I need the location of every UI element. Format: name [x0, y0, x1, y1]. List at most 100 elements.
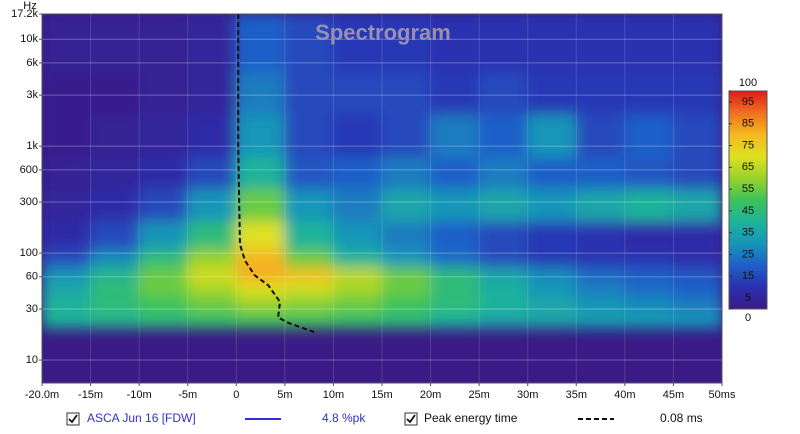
- heat-cell: [138, 295, 189, 313]
- heat-cell: [381, 14, 432, 72]
- heat-cell: [187, 188, 237, 222]
- heat-cell: [235, 156, 286, 190]
- colorbar-label: 100: [739, 77, 757, 89]
- heat-cell: [672, 295, 722, 313]
- heat-cell: [527, 220, 577, 250]
- chart-title: Spectrogram: [315, 20, 451, 45]
- heat-cell: [575, 14, 626, 72]
- heat-cell: [90, 113, 140, 158]
- heat-cell: [430, 280, 480, 297]
- heat-cell: [90, 265, 140, 282]
- heat-cell: [332, 70, 383, 115]
- heat-cell: [332, 280, 383, 297]
- heat-cell: [235, 220, 286, 250]
- legend-value: 0.08 ms: [660, 411, 703, 425]
- heat-cell: [575, 311, 626, 329]
- heat-cell: [42, 295, 92, 313]
- y-tick-label: 10: [26, 354, 38, 366]
- heat-cell: [381, 248, 432, 267]
- y-tick-label: 6k: [26, 57, 38, 69]
- legend-check: [406, 414, 416, 424]
- heat-cell: [332, 248, 383, 267]
- colorbar-label: 5: [745, 292, 751, 304]
- heat-cell: [527, 280, 577, 297]
- heat-cell: [235, 280, 286, 297]
- heat-cell: [575, 70, 626, 115]
- heat-cell: [672, 280, 722, 297]
- legend-checkbox[interactable]: [66, 412, 80, 426]
- heat-cell: [90, 311, 140, 329]
- heat-cell: [624, 265, 674, 282]
- heat-cell: [527, 113, 577, 158]
- heat-cell: [284, 311, 334, 329]
- heat-cell: [42, 70, 92, 115]
- heat-cell: [90, 14, 140, 72]
- heat-cell: [478, 188, 529, 222]
- colorbar-label: 45: [742, 205, 754, 217]
- legend-value: 4.8 %pk: [322, 411, 366, 425]
- heat-cell: [381, 280, 432, 297]
- heat-cell: [381, 70, 432, 115]
- heat-cell: [284, 156, 334, 190]
- heat-cell: [381, 220, 432, 250]
- heat-cell: [235, 248, 286, 267]
- heat-cell: [575, 220, 626, 250]
- heat-cell: [430, 220, 480, 250]
- heat-cell: [672, 220, 722, 250]
- heat-cell: [527, 248, 577, 267]
- x-tick-label: 5m: [277, 389, 292, 401]
- x-tick-label: -5m: [178, 389, 197, 401]
- heat-cell: [430, 248, 480, 267]
- heat-cell: [624, 14, 674, 72]
- y-tick-label: 60: [26, 271, 38, 283]
- heat-cell: [624, 295, 674, 313]
- heat-cell: [187, 14, 237, 72]
- colorbar-label: 75: [742, 139, 754, 151]
- heat-cell: [381, 188, 432, 222]
- heat-cell: [672, 113, 722, 158]
- heat-cell: [430, 188, 480, 222]
- heat-cell: [90, 220, 140, 250]
- heat-cell: [430, 70, 480, 115]
- heat-cell: [575, 265, 626, 282]
- heat-cell: [624, 113, 674, 158]
- heat-cell: [672, 311, 722, 329]
- heat-cell: [42, 113, 92, 158]
- heat-cell: [575, 188, 626, 222]
- heat-cell: [381, 295, 432, 313]
- heat-cell: [478, 248, 529, 267]
- legend: ASCA Jun 16 [FDW] 4.8 %pk Peak energy time…: [66, 411, 703, 426]
- heat-cell: [284, 295, 334, 313]
- heat-cell: [187, 280, 237, 297]
- heat-cell: [478, 113, 529, 158]
- legend-checkbox[interactable]: [404, 412, 418, 426]
- heat-cell: [90, 70, 140, 115]
- heat-cell: [430, 113, 480, 158]
- heat-cell: [430, 14, 480, 72]
- heat-cell: [527, 14, 577, 72]
- heat-cell: [90, 248, 140, 267]
- heat-cell: [430, 311, 480, 329]
- colorbar-label: 65: [742, 161, 754, 173]
- heat-cell: [624, 70, 674, 115]
- heat-cell: [138, 14, 189, 72]
- heat-cell: [624, 311, 674, 329]
- heat-cell: [527, 188, 577, 222]
- x-tick-label: 40m: [614, 389, 635, 401]
- heat-cell: [235, 311, 286, 329]
- y-tick-label: 300: [20, 196, 38, 208]
- heat-cell: [42, 188, 92, 222]
- x-tick-label: -15m: [78, 389, 103, 401]
- y-tick-label: 30: [26, 303, 38, 315]
- colorbar-label: 0: [745, 312, 751, 324]
- heat-cell: [624, 220, 674, 250]
- heat-cell: [478, 220, 529, 250]
- heat-cell: [478, 265, 529, 282]
- peak-energy-line: [237, 14, 317, 334]
- heat-cell: [284, 248, 334, 267]
- heat-cell: [284, 265, 334, 282]
- heat-cell: [42, 156, 92, 190]
- legend-check: [68, 414, 78, 424]
- heat-cell: [624, 188, 674, 222]
